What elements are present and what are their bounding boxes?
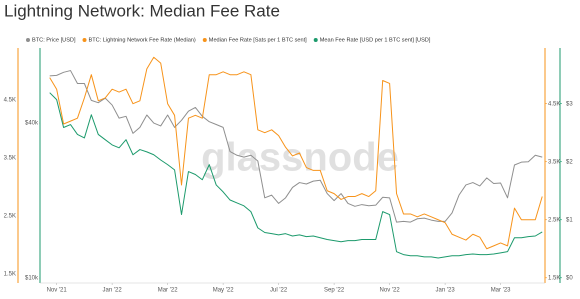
legend: BTC: Price [USD] BTC: Lightning Network F… xyxy=(26,37,431,43)
y-right-tick-label: 2.5K xyxy=(548,217,560,223)
y3-tick-label: $40k xyxy=(25,121,39,127)
x-tick-label: Sep '22 xyxy=(324,288,345,294)
x-tick-label: Nov '21 xyxy=(47,288,68,294)
x-tick-label: Jan '22 xyxy=(103,288,123,294)
y2-tick-label: $1 xyxy=(566,217,573,223)
y-right-tick-label: 4.5K xyxy=(548,101,560,107)
series-line xyxy=(49,56,543,250)
y2-tick-label: $0 xyxy=(566,275,573,281)
series-line xyxy=(49,92,543,259)
plot-area xyxy=(49,56,543,259)
x-tick-label: Mar '22 xyxy=(158,288,178,294)
x-tick-label: Jul '22 xyxy=(270,288,288,294)
watermark: glassnode xyxy=(201,136,399,180)
legend-marker xyxy=(26,38,30,42)
y2-tick-label: $2 xyxy=(566,159,573,165)
x-tick-label: Mar '23 xyxy=(491,288,511,294)
x-tick-label: Jan '23 xyxy=(436,288,456,294)
y-tick-label: 1.5K xyxy=(4,271,16,277)
chart-title: Lightning Network: Median Fee Rate xyxy=(4,1,280,20)
x-tick-label: May '22 xyxy=(213,288,234,294)
x-tick-label: Nov '22 xyxy=(380,288,401,294)
axes: 1.5K 1.5K 2.5K 2.5K 3.5K 3.5K 4.5K 4.5K $0 $1 $2 $3… xyxy=(4,48,573,294)
legend-marker xyxy=(82,38,87,42)
legend-label: Mean Fee Rate [USD per 1 BTC sent] [USD] xyxy=(320,37,431,43)
legend-label: BTC: Lightning Network Fee Rate (Median) xyxy=(89,37,196,43)
y-tick-label: 4.5K xyxy=(4,97,16,103)
legend-marker xyxy=(313,38,318,42)
y3-tick-label: $10k xyxy=(25,276,39,282)
y-right-tick-label: 3.5K xyxy=(548,159,560,165)
legend-label: BTC: Price [USD] xyxy=(32,37,76,43)
series-line xyxy=(49,70,543,223)
y-tick-label: 3.5K xyxy=(4,155,16,161)
y-tick-label: 2.5K xyxy=(4,213,16,219)
legend-label: Median Fee Rate [Sats per 1 BTC sent] xyxy=(209,37,307,43)
legend-marker xyxy=(202,38,207,42)
y2-tick-label: $3 xyxy=(566,101,573,107)
y-right-tick-label: 1.5K xyxy=(548,275,560,281)
